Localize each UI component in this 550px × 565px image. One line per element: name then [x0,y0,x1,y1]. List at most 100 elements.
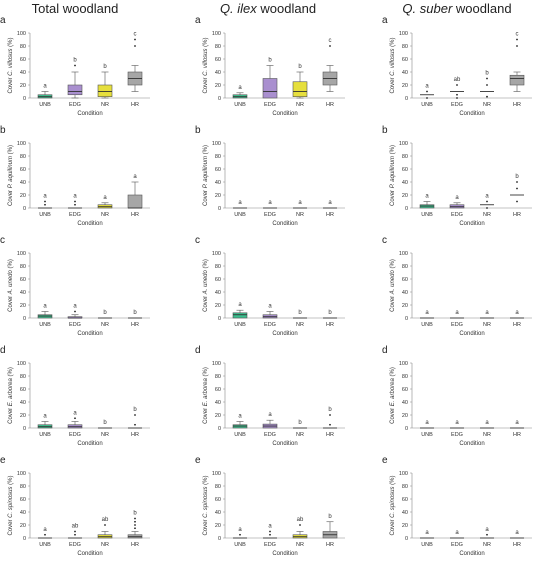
significance-letter: ab [72,524,79,530]
box-unb: UNB a [38,194,52,218]
y-axis-label: Cover C. spinosus (%) [8,475,14,535]
y-tick-label: 60 [215,277,221,283]
x-tick-label: NR [101,322,109,328]
y-axis-label: Cover A. unedo (%) [390,259,396,312]
panel-letter: d [382,345,388,356]
box-edg: EDG a [450,310,464,328]
y-tick-label: 80 [402,484,408,490]
y-tick-label: 100 [399,251,408,257]
y-tick-label: 60 [402,57,408,63]
y-tick-label: 20 [402,193,408,199]
x-tick-label: HR [513,322,521,328]
significance-letter: a [425,310,429,316]
x-tick-label: NR [296,542,304,548]
y-tick-label: 40 [20,400,26,406]
y-axis-label: Cover E. arborea (%) [8,367,14,424]
panel-letter: c [195,235,200,246]
column-title: Q. ilex woodland [220,1,316,16]
outlier-point [456,84,458,86]
y-tick-label: 0 [218,316,221,322]
y-tick-label: 80 [20,374,26,380]
significance-letter: b [328,310,332,316]
y-tick-label: 0 [23,96,26,102]
significance-letter: b [298,420,302,426]
box-nr: NR a [293,200,307,218]
box-edg: EDG a [262,304,278,328]
y-tick-label: 40 [215,70,221,76]
significance-letter: c [134,32,137,38]
y-tick-label: 60 [215,57,221,63]
x-tick-label: EDG [451,542,463,548]
outlier-point [74,310,76,313]
box-nr: NR b [292,64,308,108]
significance-letter: a [238,85,242,91]
outlier-point [426,97,428,99]
y-tick-label: 0 [405,96,408,102]
y-tick-label: 100 [399,31,408,37]
x-tick-label: HR [513,212,521,218]
x-tick-label: UNB [421,542,433,548]
x-tick-label: NR [296,322,304,328]
y-tick-label: 40 [402,510,408,516]
box-edg: EDG a [449,195,465,218]
significance-letter: a [298,200,302,206]
outlier-point [516,45,518,47]
y-axis-label: Cover P. aquilinum (%) [8,145,14,206]
box-hr: HR c [509,32,525,108]
outlier-point [299,524,301,526]
outlier-point [456,97,458,99]
y-tick-label: 0 [23,316,26,322]
y-tick-label: 80 [20,154,26,160]
x-tick-label: NR [483,322,491,328]
box-edg: EDG a [263,200,277,218]
box-unb: UNB a [37,414,53,438]
significance-letter: a [43,414,47,420]
box-edg: EDG a [67,304,83,328]
outlier-point [456,93,458,96]
panel-letter: d [0,345,6,356]
y-axis-label: Cover C. spinosus (%) [203,475,209,535]
significance-letter: a [268,200,272,206]
box-unb: UNB a [37,304,53,328]
y-tick-label: 80 [402,44,408,50]
y-axis-label: Cover A. unedo (%) [8,259,14,312]
x-tick-label: EDG [264,542,276,548]
significance-letter: a [485,310,489,316]
outlier-point [44,203,46,206]
x-tick-label: NR [296,432,304,438]
y-tick-label: 0 [218,426,221,432]
x-tick-label: EDG [264,212,276,218]
y-tick-label: 20 [402,83,408,89]
outlier-point [134,520,136,523]
y-tick-label: 40 [20,180,26,186]
y-tick-label: 40 [215,290,221,296]
outlier-point [239,533,241,536]
significance-letter: a [268,412,272,418]
x-tick-label: HR [131,542,139,548]
x-tick-label: EDG [69,542,81,548]
box-body [97,84,113,97]
x-tick-label: NR [101,542,109,548]
outlier-point [486,207,488,209]
x-tick-label: EDG [264,322,276,328]
y-tick-label: 20 [20,193,26,199]
box-edg: EDG ab [450,77,464,108]
significance-letter: a [43,527,47,533]
box-unb: UNB a [37,84,53,108]
y-axis-label: Cover P. aquilinum (%) [203,145,209,206]
x-tick-label: HR [131,322,139,328]
box-hr: HR b [128,310,142,328]
y-tick-label: 40 [20,290,26,296]
outlier-point [134,423,136,426]
x-tick-label: EDG [69,212,81,218]
box-hr: HR b [510,174,524,218]
y-tick-label: 80 [402,154,408,160]
significance-letter: b [73,58,77,64]
outlier-point [516,38,518,41]
box-hr: HR b [127,511,143,548]
